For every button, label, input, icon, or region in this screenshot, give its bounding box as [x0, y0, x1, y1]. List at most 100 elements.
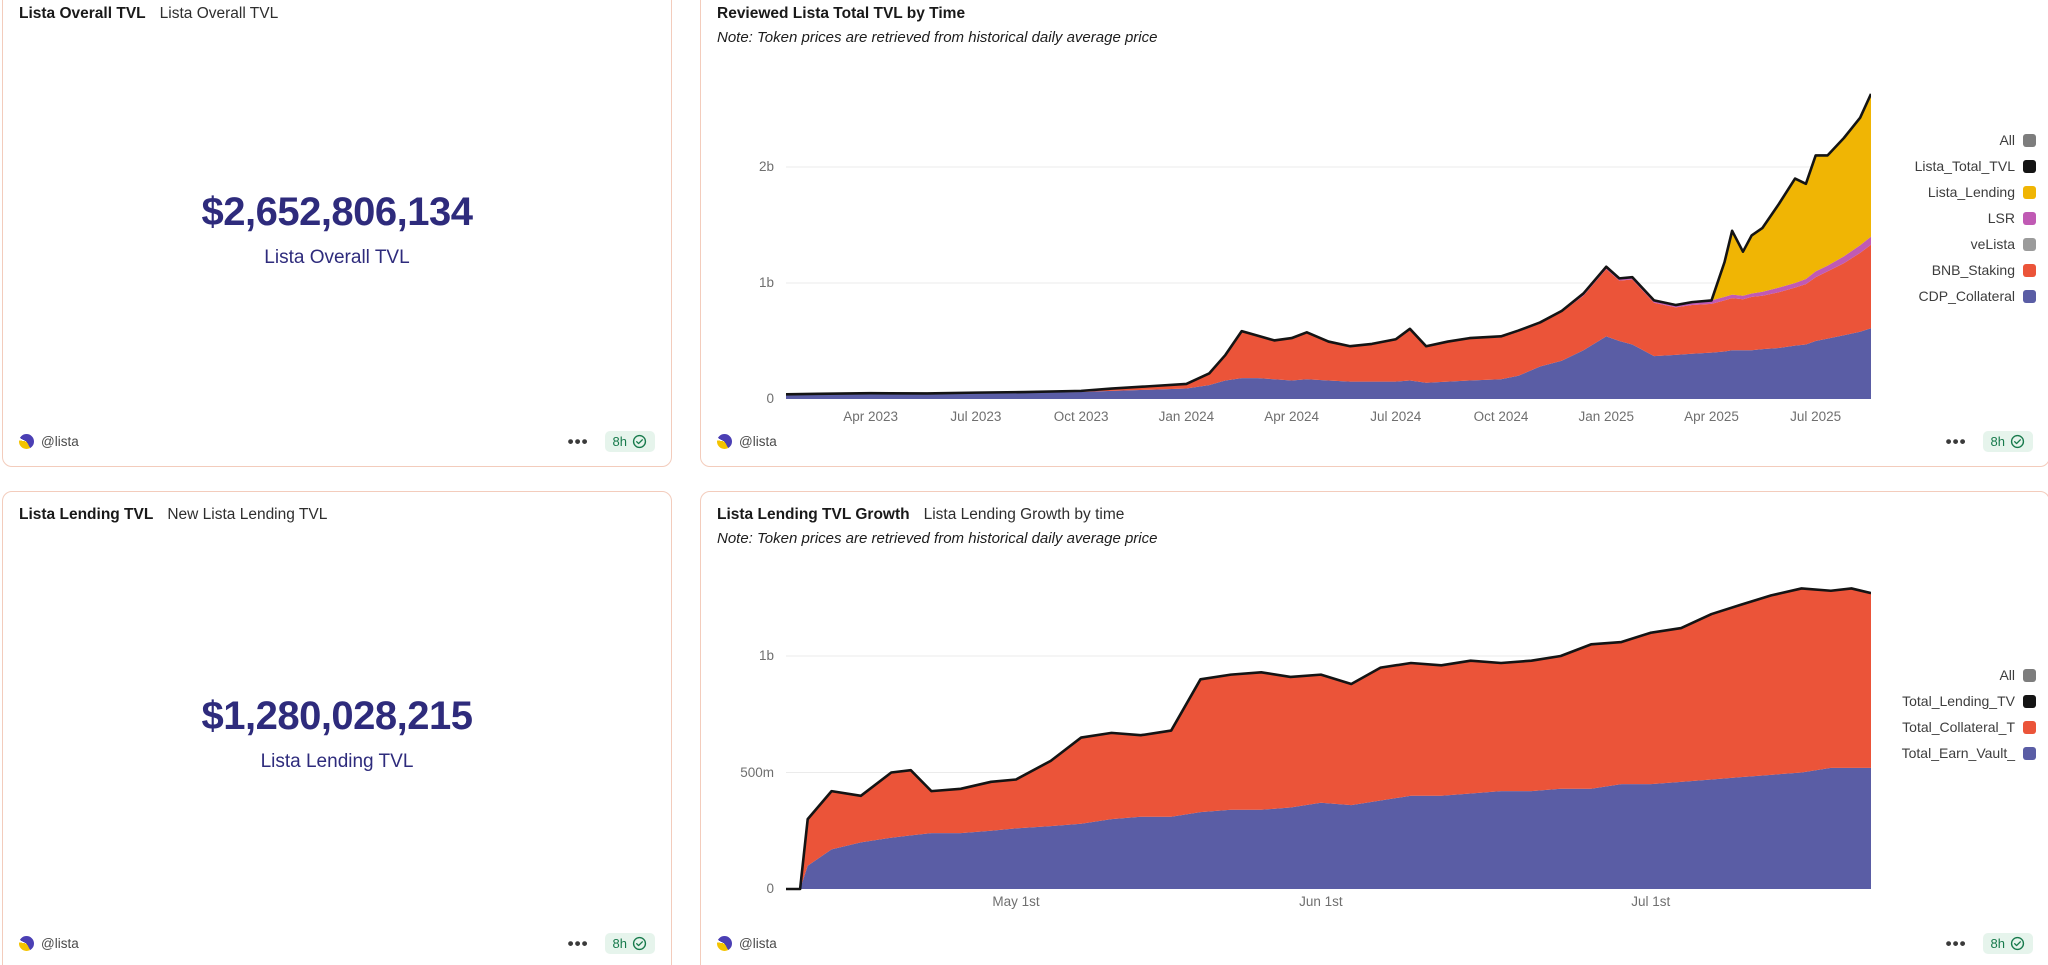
panel-footer: @lista ••• 8h	[717, 933, 2033, 954]
verified-check-icon	[632, 434, 647, 449]
panel-subtitle: Lista Overall TVL	[159, 5, 279, 22]
legend-item-All[interactable]: All	[1915, 127, 2036, 153]
counter-label: Lista Lending TVL	[260, 750, 414, 772]
panel-note: Note: Token prices are retrieved from hi…	[717, 29, 1158, 46]
refresh-age-badge[interactable]: 8h	[1982, 933, 2033, 954]
author-link[interactable]: @lista	[717, 936, 777, 951]
panel-note: Note: Token prices are retrieved from hi…	[717, 530, 1158, 547]
counter-widget: $1,280,028,215 Lista Lending TVL	[3, 544, 671, 922]
counter-widget: $2,652,806,134 Lista Overall TVL	[3, 43, 671, 416]
x-tick-label: Oct 2023	[1053, 409, 1109, 424]
y-tick-label: 0	[766, 391, 774, 406]
more-menu-icon[interactable]: •••	[567, 431, 589, 451]
refresh-age-badge[interactable]: 8h	[604, 933, 655, 954]
legend-item-Total_Collateral_T[interactable]: Total_Collateral_T	[1902, 714, 2036, 740]
x-tick-label: May 1st	[992, 894, 1040, 909]
legend-item-veLista[interactable]: veLista	[1915, 231, 2036, 257]
legend-swatch	[2023, 720, 2036, 734]
legend-swatch	[2023, 237, 2036, 251]
legend-swatch	[2023, 133, 2036, 147]
x-tick-label: Jul 1st	[1631, 894, 1671, 909]
y-tick-label: 1b	[758, 275, 774, 290]
verified-check-icon	[2010, 936, 2025, 951]
x-tick-label: Apr 2023	[843, 409, 899, 424]
lista-logo-icon	[717, 936, 732, 951]
x-tick-label: Oct 2024	[1473, 409, 1529, 424]
legend-swatch	[2023, 746, 2036, 760]
lista-logo-icon	[19, 434, 34, 449]
panel-header: Lista Overall TVL Lista Overall TVL	[3, 0, 671, 23]
x-tick-label: Jun 1st	[1299, 894, 1343, 909]
footer-actions: ••• 8h	[568, 933, 655, 954]
legend-item-Total_Lending_TV[interactable]: Total_Lending_TV	[1902, 688, 2036, 714]
legend-item-Lista_Total_TVL[interactable]: Lista_Total_TVL	[1915, 153, 2036, 179]
legend-swatch	[2023, 211, 2036, 225]
x-tick-label: Jul 2023	[950, 409, 1002, 424]
counter-value: $2,652,806,134	[201, 190, 473, 234]
legend-item-All[interactable]: All	[1902, 662, 2036, 688]
series-area-CDP_Collateral	[786, 328, 1871, 399]
total-line-Lista_Total_TVL	[786, 93, 1871, 396]
author-link[interactable]: @lista	[717, 434, 777, 449]
series-area-BNB_Staking	[786, 244, 1871, 395]
legend-label: Total_Earn_Vault_	[1901, 745, 2015, 761]
footer-actions: ••• 8h	[1946, 431, 2033, 452]
chart-legend: All Lista_Total_TVL Lista_Lending LSR veList…	[1915, 127, 2036, 309]
author-link[interactable]: @lista	[19, 936, 79, 951]
panel-lista-overall-tvl: Lista Overall TVL Lista Overall TVL $2,6…	[2, 0, 672, 467]
author-handle: @lista	[41, 936, 79, 951]
panel-subtitle: New Lista Lending TVL	[167, 506, 328, 523]
refresh-age-badge[interactable]: 8h	[1982, 431, 2033, 452]
series-area-Total_Earn_Vault_	[786, 767, 1871, 889]
more-menu-icon[interactable]: •••	[567, 933, 589, 953]
legend-item-CDP_Collateral[interactable]: CDP_Collateral	[1915, 283, 2036, 309]
legend-item-Lista_Lending[interactable]: Lista_Lending	[1915, 179, 2036, 205]
panel-footer: @lista ••• 8h	[19, 933, 655, 954]
refresh-age-text: 8h	[612, 936, 627, 951]
chart-legend: All Total_Lending_TV Total_Collateral_T Tot…	[1902, 662, 2036, 766]
verified-check-icon	[2010, 434, 2025, 449]
y-tick-label: 500m	[740, 764, 774, 780]
verified-check-icon	[632, 936, 647, 951]
stacked-area-chart[interactable]	[786, 576, 1871, 896]
counter-label: Lista Overall TVL	[264, 247, 410, 268]
panel-lista-lending-tvl: Lista Lending TVL New Lista Lending TVL …	[2, 491, 672, 965]
legend-label: Total_Lending_TV	[1902, 693, 2015, 709]
panel-title: Lista Lending TVL Growth	[717, 506, 910, 523]
x-tick-label: Jan 2025	[1578, 409, 1635, 424]
legend-swatch	[2023, 159, 2036, 173]
footer-actions: ••• 8h	[1946, 933, 2033, 954]
panel-lending-growth-chart: Lista Lending TVL Growth Lista Lending G…	[700, 491, 2048, 965]
author-handle: @lista	[739, 936, 777, 951]
author-link[interactable]: @lista	[19, 434, 79, 449]
legend-item-BNB_Staking[interactable]: BNB_Staking	[1915, 257, 2036, 283]
stacked-area-chart[interactable]	[786, 89, 1871, 401]
refresh-age-text: 8h	[612, 434, 627, 449]
x-tick-label: Apr 2025	[1684, 409, 1739, 424]
x-tick-label: Jul 2024	[1370, 409, 1422, 424]
author-handle: @lista	[739, 434, 777, 449]
more-menu-icon[interactable]: •••	[1945, 431, 1967, 451]
panel-title: Reviewed Lista Total TVL by Time	[717, 5, 966, 22]
legend-item-Total_Earn_Vault_[interactable]: Total_Earn_Vault_	[1902, 740, 2036, 766]
panel-total-tvl-chart: Reviewed Lista Total TVL by Time Note: T…	[700, 0, 2048, 467]
lista-logo-icon	[717, 434, 732, 449]
footer-actions: ••• 8h	[568, 431, 655, 452]
refresh-age-badge[interactable]: 8h	[604, 431, 655, 452]
x-tick-label: Apr 2024	[1264, 409, 1320, 424]
panel-footer: @lista ••• 8h	[19, 431, 655, 452]
y-tick-label: 0	[766, 881, 774, 896]
legend-label: All	[1999, 667, 2015, 683]
legend-label: Lista_Total_TVL	[1914, 158, 2015, 174]
more-menu-icon[interactable]: •••	[1945, 933, 1967, 953]
panel-title: Lista Overall TVL	[19, 5, 146, 22]
legend-label: BNB_Staking	[1931, 262, 2015, 278]
legend-label: LSR	[1987, 210, 2015, 226]
lista-logo-icon	[19, 936, 34, 951]
legend-label: Total_Collateral_T	[1902, 719, 2015, 735]
legend-item-LSR[interactable]: LSR	[1915, 205, 2036, 231]
legend-label: All	[1999, 132, 2015, 148]
panel-subtitle: Lista Lending Growth by time	[923, 506, 1125, 523]
total-line-Total_Lending_TV	[786, 587, 1871, 891]
